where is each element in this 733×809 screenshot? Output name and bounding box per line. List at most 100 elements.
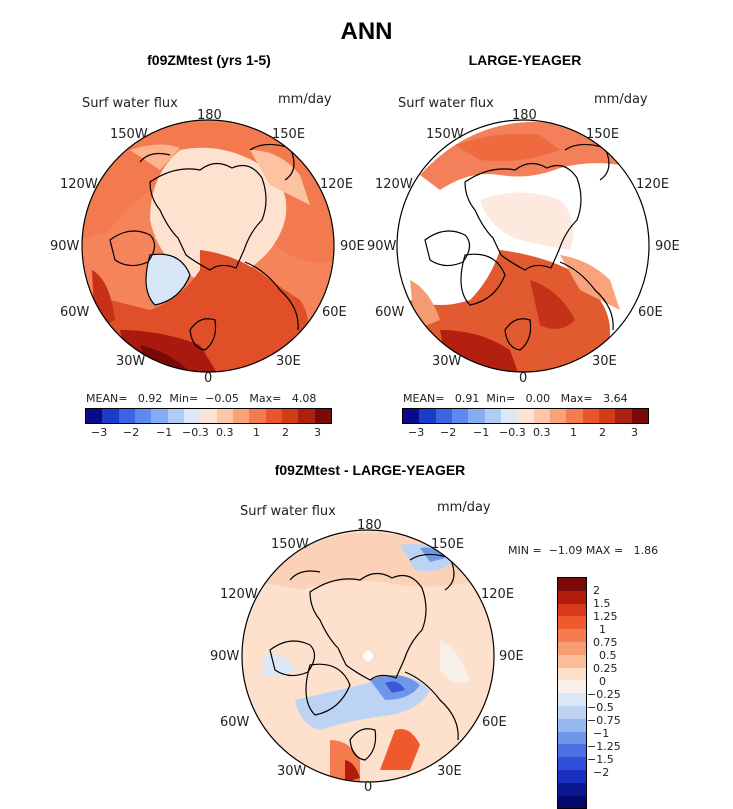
colorbar-swatch xyxy=(558,603,586,617)
colorbar-swatch xyxy=(517,409,534,423)
colorbar-swatch xyxy=(558,629,586,642)
panel2-variable-label: Surf water flux xyxy=(398,96,494,111)
panel3-colorbar-labels: 2 1.5 1.25 1 0.75 0.5 0.25 0 −0.25 −0.5 … xyxy=(587,584,621,779)
colorbar-swatch xyxy=(558,641,586,655)
panel3-units-label: mm/day xyxy=(437,500,491,515)
colorbar-swatch xyxy=(281,409,299,423)
panel2-title: LARGE-YEAGER xyxy=(468,52,582,68)
colorbar-swatch xyxy=(558,693,586,706)
colorbar-swatch xyxy=(558,705,586,719)
panel1-lon-90w: 90W xyxy=(50,239,80,254)
panel3-lon-90e: 90E xyxy=(499,649,524,664)
colorbar-swatch xyxy=(566,409,583,423)
colorbar-swatch xyxy=(558,590,586,604)
colorbar-swatch xyxy=(232,409,250,423)
colorbar-swatch xyxy=(558,616,586,630)
colorbar-swatch xyxy=(298,409,315,423)
colorbar-swatch xyxy=(558,667,586,681)
colorbar-swatch xyxy=(468,409,485,423)
colorbar-swatch xyxy=(484,409,501,423)
panel1-lon-90e: 90E xyxy=(340,239,365,254)
colorbar-swatch xyxy=(435,409,452,423)
panel3-variable-label: Surf water flux xyxy=(240,504,336,519)
colorbar-swatch xyxy=(118,409,135,423)
panel2-lon-90w: 90W xyxy=(367,239,397,254)
colorbar-swatch xyxy=(167,409,184,423)
colorbar-swatch xyxy=(549,409,567,423)
colorbar-swatch xyxy=(558,654,586,668)
panel2-lon-180: 180 xyxy=(512,108,537,123)
panel3-colorbar xyxy=(557,577,587,809)
colorbar-swatch xyxy=(86,409,103,423)
colorbar-swatch xyxy=(451,409,469,423)
panel2-lon-30w: 30W xyxy=(432,354,462,369)
panel2-units-label: mm/day xyxy=(594,92,648,107)
panel1-stats: MEAN= 0.92 Min= −0.05 Max= 4.08 xyxy=(86,392,317,405)
colorbar-swatch xyxy=(183,409,201,423)
panel2-stats: MEAN= 0.91 Min= 0.00 Max= 3.64 xyxy=(403,392,628,405)
panel1-lon-150e: 150E xyxy=(272,127,306,142)
panel3-lon-150w: 150W xyxy=(271,537,309,552)
colorbar-swatch xyxy=(598,409,616,423)
panel2-colorbar xyxy=(402,408,649,424)
colorbar-swatch xyxy=(403,409,420,423)
panel3-lon-60e: 60E xyxy=(482,715,507,730)
panel2-lon-150w: 150W xyxy=(426,127,464,142)
panel1-lon-120w: 120W xyxy=(60,177,98,192)
colorbar-swatch xyxy=(558,782,586,796)
colorbar-swatch xyxy=(419,409,436,423)
colorbar-swatch xyxy=(615,409,632,423)
panel2-lon-60e: 60E xyxy=(638,305,663,320)
panel2-colorbar-labels: −3 −2 −1 −0.3 0.3 1 2 3 xyxy=(408,426,638,439)
colorbar-swatch xyxy=(558,718,586,732)
colorbar-swatch xyxy=(102,409,119,423)
panel3-lon-0: 0 xyxy=(364,780,373,795)
colorbar-swatch xyxy=(631,409,648,423)
panel3-stats: MIN = −1.09 MAX = 1.86 xyxy=(508,544,659,557)
panel1-lon-120e: 120E xyxy=(320,177,354,192)
panel2-lon-60w: 60W xyxy=(375,305,405,320)
panel1-lon-150w: 150W xyxy=(110,127,148,142)
panel1-lon-30w: 30W xyxy=(116,354,146,369)
colorbar-swatch xyxy=(533,409,550,423)
panel3-lon-150e: 150E xyxy=(431,537,465,552)
panel2-lon-120e: 120E xyxy=(636,177,670,192)
panel3-lon-120e: 120E xyxy=(481,587,515,602)
colorbar-swatch xyxy=(558,769,586,783)
colorbar-swatch xyxy=(558,795,586,809)
colorbar-swatch xyxy=(216,409,233,423)
panel1-colorbar xyxy=(85,408,332,424)
colorbar-swatch xyxy=(500,409,518,423)
panel1-lon-0: 0 xyxy=(204,371,213,386)
panel3-title: f09ZMtest - LARGE-YEAGER xyxy=(274,462,466,478)
panel2-lon-30e: 30E xyxy=(592,354,617,369)
colorbar-swatch xyxy=(134,409,152,423)
panel2-lon-90e: 90E xyxy=(655,239,680,254)
colorbar-swatch xyxy=(200,409,217,423)
panel1-variable-label: Surf water flux xyxy=(82,96,178,111)
colorbar-swatch xyxy=(558,578,586,591)
colorbar-swatch xyxy=(265,409,282,423)
panel3-lon-30e: 30E xyxy=(437,764,462,779)
panel3-lon-30w: 30W xyxy=(277,764,307,779)
panel1-lon-180: 180 xyxy=(197,108,222,123)
panel3-lon-60w: 60W xyxy=(220,715,250,730)
panel1-lon-60e: 60E xyxy=(322,305,347,320)
colorbar-swatch xyxy=(151,409,168,423)
colorbar-swatch xyxy=(249,409,266,423)
colorbar-swatch xyxy=(582,409,599,423)
colorbar-swatch xyxy=(558,680,586,694)
panel2-lon-0: 0 xyxy=(519,371,528,386)
panel3-lon-180: 180 xyxy=(357,518,382,533)
panel1-lon-30e: 30E xyxy=(276,354,301,369)
colorbar-swatch xyxy=(558,757,586,770)
figure-title: ANN xyxy=(340,18,393,45)
colorbar-swatch xyxy=(558,731,586,745)
panel3-lon-90w: 90W xyxy=(210,649,240,664)
panel1-units-label: mm/day xyxy=(278,92,332,107)
panel2-lon-120w: 120W xyxy=(375,177,413,192)
panel3-lon-120w: 120W xyxy=(220,587,258,602)
colorbar-swatch xyxy=(558,744,586,758)
colorbar-swatch xyxy=(314,409,331,423)
panel1-colorbar-labels: −3 −2 −1 −0.3 0.3 1 2 3 xyxy=(91,426,321,439)
